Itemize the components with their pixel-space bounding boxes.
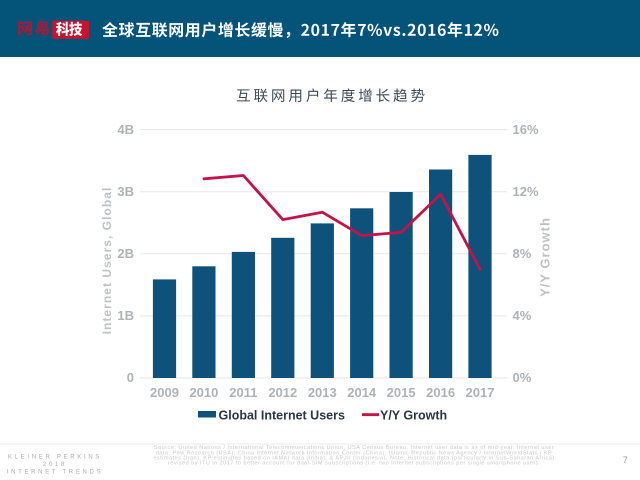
svg-text:revised by ITU in 2017 to bett: revised by ITU in 2017 to better account… [168,460,540,466]
svg-text:1B: 1B [117,308,134,323]
svg-text:2011: 2011 [229,385,257,400]
svg-text:2009: 2009 [150,385,179,400]
svg-text:data: Pew Research (USA), Chin: data: Pew Research (USA), China Internet… [156,450,552,456]
svg-text:Source: United Nations / Inter: Source: United Nations / International T… [154,445,554,451]
svg-text:KLEINER PERKINS: KLEINER PERKINS [8,454,102,460]
svg-text:INTERNET TRENDS: INTERNET TRENDS [7,469,104,475]
svg-text:estimates (Iran). KP estimates: estimates (Iran). KP estimates based on … [153,455,554,461]
svg-text:Y/Y Growth: Y/Y Growth [380,409,447,423]
svg-text:4B: 4B [117,122,134,137]
svg-text:2012: 2012 [268,385,297,400]
svg-text:2010: 2010 [189,385,218,400]
svg-text:12%: 12% [513,184,539,199]
svg-text:2018: 2018 [43,462,67,468]
svg-text:0%: 0% [513,370,532,385]
svg-text:2014: 2014 [347,385,377,400]
svg-text:3B: 3B [117,184,134,199]
svg-text:2017: 2017 [466,385,495,400]
svg-text:2013: 2013 [308,385,337,400]
svg-text:Y/Y Growth: Y/Y Growth [538,217,553,297]
svg-text:Global Internet Users: Global Internet Users [219,409,345,423]
svg-text:8%: 8% [513,246,532,261]
svg-text:4%: 4% [513,308,532,323]
svg-text:Internet Users, Global: Internet Users, Global [100,187,114,335]
svg-text:2015: 2015 [387,385,416,400]
svg-text:2016: 2016 [426,385,455,400]
svg-text:0: 0 [127,370,134,385]
svg-text:2B: 2B [117,246,134,261]
svg-text:16%: 16% [513,122,539,137]
svg-text:7: 7 [623,455,628,465]
